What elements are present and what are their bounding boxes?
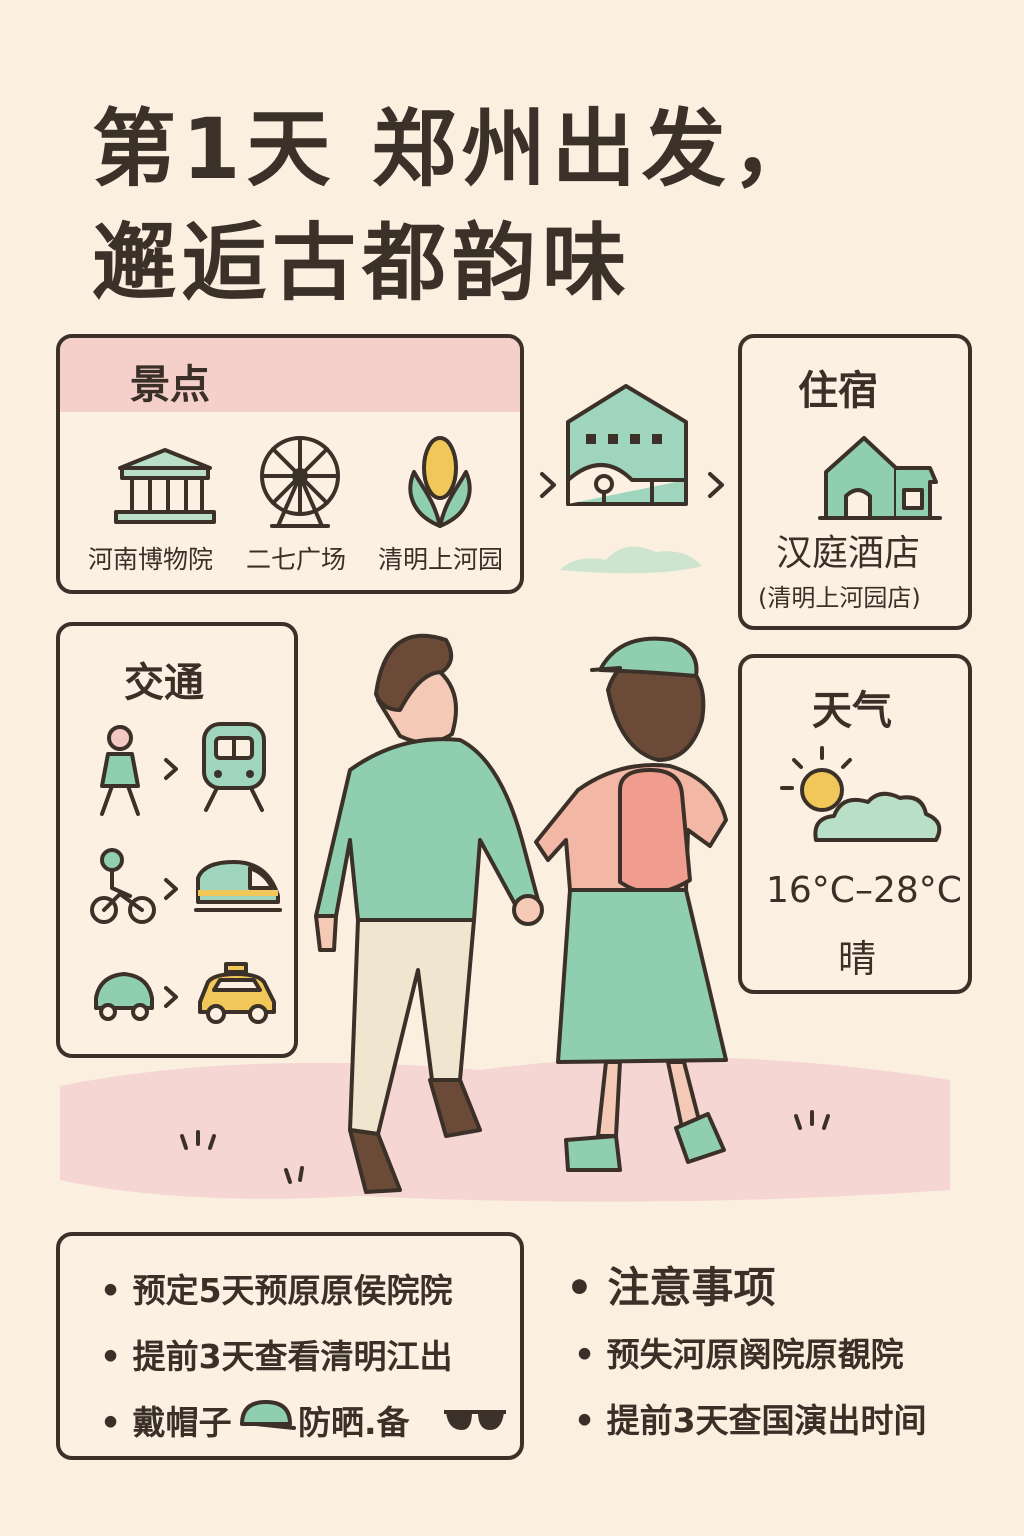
- weather-card: 天气 16°C–28°C 晴: [738, 654, 972, 994]
- tips-card: • 预定5天预原原侯院院 • 提前3天查看清明江出 • 戴帽子 防晒.备: [56, 1232, 524, 1460]
- arrow-right-icon: [708, 472, 724, 498]
- corn-icon: [408, 436, 472, 528]
- high-speed-train-icon: [194, 860, 282, 912]
- ferris-wheel-icon: [260, 436, 340, 528]
- bicycle-icon: [90, 848, 156, 924]
- metro-train-icon: [202, 722, 266, 812]
- museum-icon: [114, 448, 216, 524]
- partly-cloudy-icon: [780, 746, 942, 842]
- sunglasses-icon: [444, 1410, 506, 1430]
- attractions-header-band: [60, 338, 520, 412]
- chevron-right-icon: [164, 986, 178, 1008]
- tip-item: • 提前3天查看清明江出: [100, 1337, 453, 1376]
- note-item: • 预失河原阕院原覩院: [574, 1335, 904, 1374]
- house-icon: [818, 436, 942, 520]
- car-icon: [94, 972, 154, 1021]
- transport-card: 交通: [56, 622, 298, 1058]
- tip-item: • 预定5天预原原侯院院: [100, 1271, 453, 1310]
- weather-heading: 天气: [812, 688, 892, 734]
- attraction-label-square: 二七广场: [246, 545, 347, 574]
- chevron-right-icon: [164, 758, 178, 780]
- attractions-heading: 景点: [130, 362, 210, 408]
- attraction-label-museum: 河南博物院: [88, 545, 214, 574]
- tip-item-sunscreen: 防晒.备: [298, 1403, 410, 1442]
- cap-icon: [240, 1400, 296, 1430]
- weather-temperature: 16°C–28°C: [766, 870, 962, 911]
- transport-heading: 交通: [124, 660, 204, 706]
- weather-condition: 晴: [838, 937, 877, 981]
- hotel-name: 汉庭酒店: [776, 533, 921, 574]
- page-title-line1: 第1天 郑州出发，: [92, 100, 822, 198]
- couple-walking-illustration: [60, 633, 950, 1202]
- notes-heading: • 注意事项: [566, 1263, 776, 1312]
- taxi-icon: [198, 962, 276, 1024]
- page-title-line2: 邂逅古都韵味: [92, 214, 633, 312]
- attraction-label-park: 清明上河园: [378, 545, 504, 574]
- hotel-branch: (清明上河园店): [758, 584, 921, 612]
- chevron-right-icon: [164, 878, 178, 900]
- lodging-card: 住宿 汉庭酒店 (清明上河园店): [738, 334, 972, 630]
- tip-item: • 戴帽子: [100, 1403, 232, 1442]
- arrow-right-icon: [540, 472, 556, 498]
- museum-building-icon: [566, 384, 688, 506]
- walking-person-icon: [100, 725, 140, 816]
- attractions-card: 景点 河南博物院 二七广场 清明上河园: [56, 334, 524, 594]
- cloud-shadow-icon: [560, 546, 702, 574]
- note-item: • 提前3天查国演出时间: [574, 1401, 927, 1440]
- lodging-heading: 住宿: [798, 368, 878, 414]
